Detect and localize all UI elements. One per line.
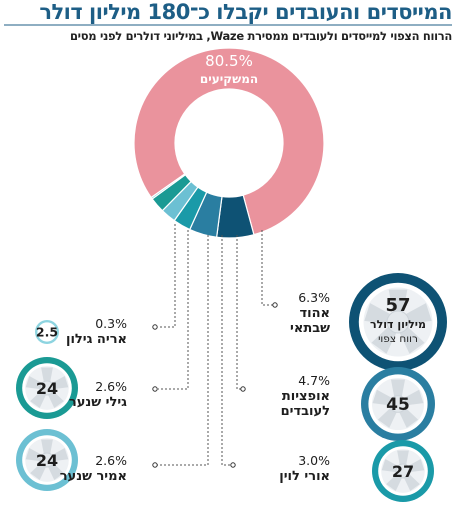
investors-percent-label: 80.5% [205,52,253,70]
name-label-amir_shinar: אמיר שנער [60,469,127,484]
leader-line-gili_shinar [158,230,189,390]
name-label-ehud_shabtai: אהוד [299,306,330,321]
leader-line-uri_levine [221,235,231,466]
name-label-gili_shinar: גילי שנער [69,395,127,410]
leader-line-options_employees [236,235,241,390]
amount-wheel-ehud_shabtai: 57 מיליון דולר רווח צפוי [349,273,447,371]
leader-dot-gili_shinar [152,386,158,392]
amount-note-line2: רווח צפוי [378,333,418,345]
chart-title: המייסדים והעובדים יקבלו כ־180 מיליון דול… [39,0,452,24]
percent-label-gili_shinar: 2.6% [95,379,127,394]
leader-dot-arie_gilon [152,324,158,330]
leader-dot-uri_levine [230,462,236,468]
leader-dot-ehud_shabtai [272,302,278,308]
name-label-ehud_shabtai-line2: שבתאי [290,321,330,336]
name-label-arie_gilon: אריה גילון [66,332,127,347]
amount-wheel-amir_shinar: 24 [16,429,78,491]
amount-wheel-arie_gilon: 2.5 [35,320,59,344]
slice-arie_gilon [150,173,187,200]
amount-value-amir_shinar: 24 [36,451,58,470]
amount-value-ehud_shabtai-main: 57 [385,295,410,316]
slice-investors [133,47,325,236]
amount-note-line1: מיליון דולר [370,318,426,331]
leader-dot-amir_shinar [152,462,158,468]
amount-wheel-options_employees: 45 [361,367,435,441]
chart-subtitle: הרווח הצפוי למייסדים ולעובדים ממסירת Waz… [69,29,452,43]
amount-wheel-gili_shinar: 24 [16,357,78,419]
amount-value-uri_levine: 27 [392,462,414,481]
percent-label-arie_gilon: 0.3% [95,316,127,331]
amount-value-gili_shinar: 24 [36,379,58,398]
percent-label-uri_levine: 3.0% [298,453,330,468]
name-label-uri_levine: אורי לוין [279,469,330,484]
percent-label-amir_shinar: 2.6% [95,453,127,468]
leader-line-ehud_shabtai [261,230,274,306]
name-label-options_employees: אופציות [282,389,330,404]
name-label-options_employees-line2: לעובדים [281,404,330,419]
leader-line-arie_gilon [158,224,176,328]
percent-label-ehud_shabtai: 6.3% [298,290,330,305]
amount-value-options_employees: 45 [386,395,410,415]
investors-name-label: המשקיעים [200,72,258,86]
leader-line-amir_shinar [157,235,209,466]
amount-value-arie_gilon: 2.5 [36,325,58,340]
amount-wheel-uri_levine: 27 [372,440,434,502]
leader-dot-options_employees [240,386,246,392]
percent-label-options_employees: 4.7% [298,373,330,388]
